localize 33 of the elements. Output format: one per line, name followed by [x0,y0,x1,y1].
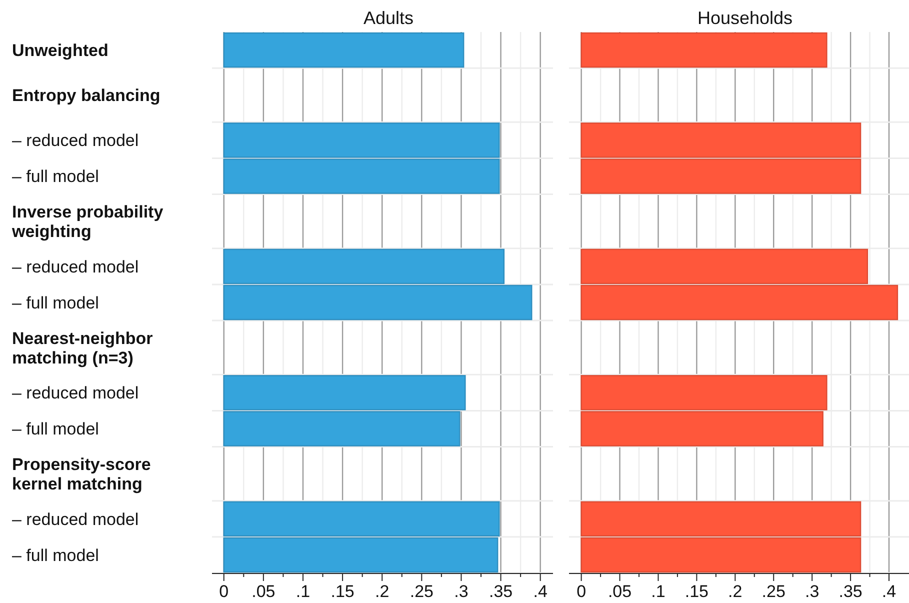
y-tick-label: Unweighted [12,40,108,60]
x-tick-label: .35 [488,582,513,602]
x-tick-label: .1 [296,582,310,602]
y-tick-label: Propensity-score kernel matching [12,454,151,494]
x-tick-label: .15 [684,582,709,602]
x-tick-label: .15 [330,582,354,602]
y-tick-label: – full model [12,420,99,439]
x-tick-label: .25 [410,582,434,602]
y-tick-label: Entropy balancing [12,86,160,106]
x-tick-label: .1 [651,582,666,602]
x-tick-label: .4 [533,582,548,602]
x-tick-label: .2 [728,582,742,602]
y-tick-label: Inverse probability weighting [11,202,164,242]
x-tick-label: .25 [762,582,786,602]
y-tick-label: – reduced model [12,384,139,403]
chart-title: Households [697,8,793,28]
x-tick-label: .35 [838,582,862,602]
y-tick-label: – full model [12,167,99,186]
y-tick-label: – reduced model [12,257,139,276]
x-tick-label: .05 [252,582,276,602]
y-tick-label: – reduced model [12,131,139,150]
y-tick-label: – reduced model [12,510,139,529]
y-tick-label: – full model [12,546,99,565]
x-tick-label: .3 [454,582,468,602]
x-tick-label: .3 [804,582,820,602]
y-tick-label: – full model [12,293,99,312]
x-tick-label: 0 [576,582,586,602]
x-tick-label: .4 [882,582,896,602]
y-tick-label: Nearest-neighbor matching (n=3) [12,328,154,368]
x-tick-label: 0 [219,582,229,602]
x-tick-label: .05 [608,582,632,602]
x-tick-label: .2 [375,582,390,602]
chart-title: Adults [363,8,414,28]
